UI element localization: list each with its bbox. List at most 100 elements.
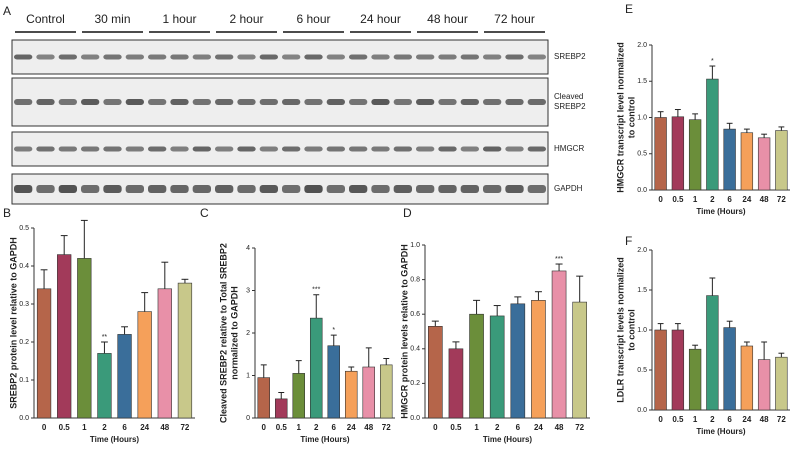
blot-band <box>282 99 301 105</box>
blot-band <box>326 146 345 152</box>
blot-box <box>11 131 549 167</box>
blot-band <box>81 185 100 193</box>
bar <box>654 117 667 191</box>
blot-band <box>125 146 144 152</box>
blot-band <box>371 185 390 193</box>
x-tick-label: 48 <box>760 195 769 204</box>
bar <box>723 327 736 411</box>
y-tick-label: 1.0 <box>637 327 647 334</box>
x-axis-title: Time (Hours) <box>300 435 350 444</box>
y-axis-title: to control <box>626 309 636 351</box>
blot-band <box>14 146 33 152</box>
bar <box>177 282 193 419</box>
bar <box>757 137 771 191</box>
blot-band <box>393 54 412 60</box>
x-tick-label: 24 <box>347 423 356 432</box>
blot-band <box>416 146 435 152</box>
bar <box>469 313 484 419</box>
blot-band <box>58 146 77 152</box>
blot-band <box>416 54 435 60</box>
y-axis-title: HMGCR protein levels relative to GAPDH <box>399 244 409 419</box>
blot-band <box>483 146 502 152</box>
blot-band <box>460 185 479 193</box>
blot-band <box>170 185 189 193</box>
bar <box>157 288 172 419</box>
bar <box>427 326 443 419</box>
x-tick-label: 1 <box>693 415 698 424</box>
x-tick-label: 0 <box>42 423 47 432</box>
significance: * <box>332 327 335 334</box>
x-axis-title: Time (Hours) <box>90 435 140 444</box>
y-tick-label: 2.0 <box>637 42 647 49</box>
blot-band <box>304 146 323 152</box>
bar <box>775 130 788 191</box>
time-label: 2 hour <box>229 12 263 26</box>
bar <box>775 356 788 411</box>
bar <box>292 373 305 419</box>
panel-letter: F <box>625 234 632 248</box>
y-tick-label: 3 <box>246 287 250 294</box>
blot-band <box>81 54 100 60</box>
x-tick-label: 72 <box>575 423 584 432</box>
time-label: 6 hour <box>296 12 330 26</box>
blot-band <box>282 185 301 193</box>
x-tick-label: 24 <box>534 423 543 432</box>
x-tick-label: 6 <box>332 423 337 432</box>
y-axis-title: SREBP2 protein level relative to GAPDH <box>8 237 18 409</box>
blot-band <box>393 185 412 193</box>
blot-band <box>505 185 524 193</box>
x-tick-label: 6 <box>727 195 732 204</box>
x-tick-label: 0.5 <box>672 195 684 204</box>
x-tick-label: 48 <box>160 423 169 432</box>
time-label: 30 min <box>94 12 130 26</box>
bar <box>671 116 685 191</box>
y-axis-title: to control <box>626 97 636 139</box>
bar <box>448 348 464 419</box>
x-tick-label: 48 <box>760 415 769 424</box>
blot-band <box>505 99 524 105</box>
x-axis-title: Time (Hours) <box>696 207 746 216</box>
bar <box>671 329 685 411</box>
time-label: 1 hour <box>162 12 196 26</box>
blot-band <box>170 54 189 60</box>
blot-band <box>483 54 502 60</box>
blot-band <box>282 54 301 60</box>
bar <box>740 345 754 411</box>
y-tick-label: 0.5 <box>637 151 647 158</box>
bar <box>362 366 375 419</box>
blot-band <box>259 99 278 105</box>
y-tick-label: 0.0 <box>19 415 29 422</box>
blot-band <box>326 54 345 60</box>
blot-band <box>58 185 77 193</box>
x-tick-label: 24 <box>742 415 751 424</box>
bar <box>688 119 702 191</box>
bar <box>344 370 358 419</box>
x-tick-label: 0 <box>262 423 267 432</box>
x-tick-label: 48 <box>555 423 564 432</box>
blot-band <box>36 146 55 152</box>
blot-band <box>371 146 390 152</box>
panel-letter: A <box>3 4 11 18</box>
y-tick-label: 1 <box>246 372 250 379</box>
blot-band <box>237 146 256 152</box>
blot-band <box>148 146 167 152</box>
y-axis-title: normalized to GAPDH <box>229 286 239 380</box>
blot-band <box>349 54 368 60</box>
bar <box>551 270 567 419</box>
blot-band <box>349 185 368 193</box>
bar <box>117 334 132 419</box>
blot-band <box>215 99 234 105</box>
blot-band <box>483 99 502 105</box>
y-tick-label: 0.8 <box>410 276 420 283</box>
y-tick-label: 0.5 <box>637 367 647 374</box>
blot-band <box>371 99 390 105</box>
time-label: Control <box>26 12 65 26</box>
panel-letter: C <box>200 206 209 220</box>
x-axis-title: Time (Hours) <box>696 427 746 436</box>
blot-label: SREBP2 <box>554 52 586 61</box>
bar <box>531 300 546 419</box>
blot-band <box>527 99 546 105</box>
blot-box <box>11 173 549 205</box>
bar <box>706 78 719 191</box>
y-tick-label: 0.4 <box>410 346 420 353</box>
